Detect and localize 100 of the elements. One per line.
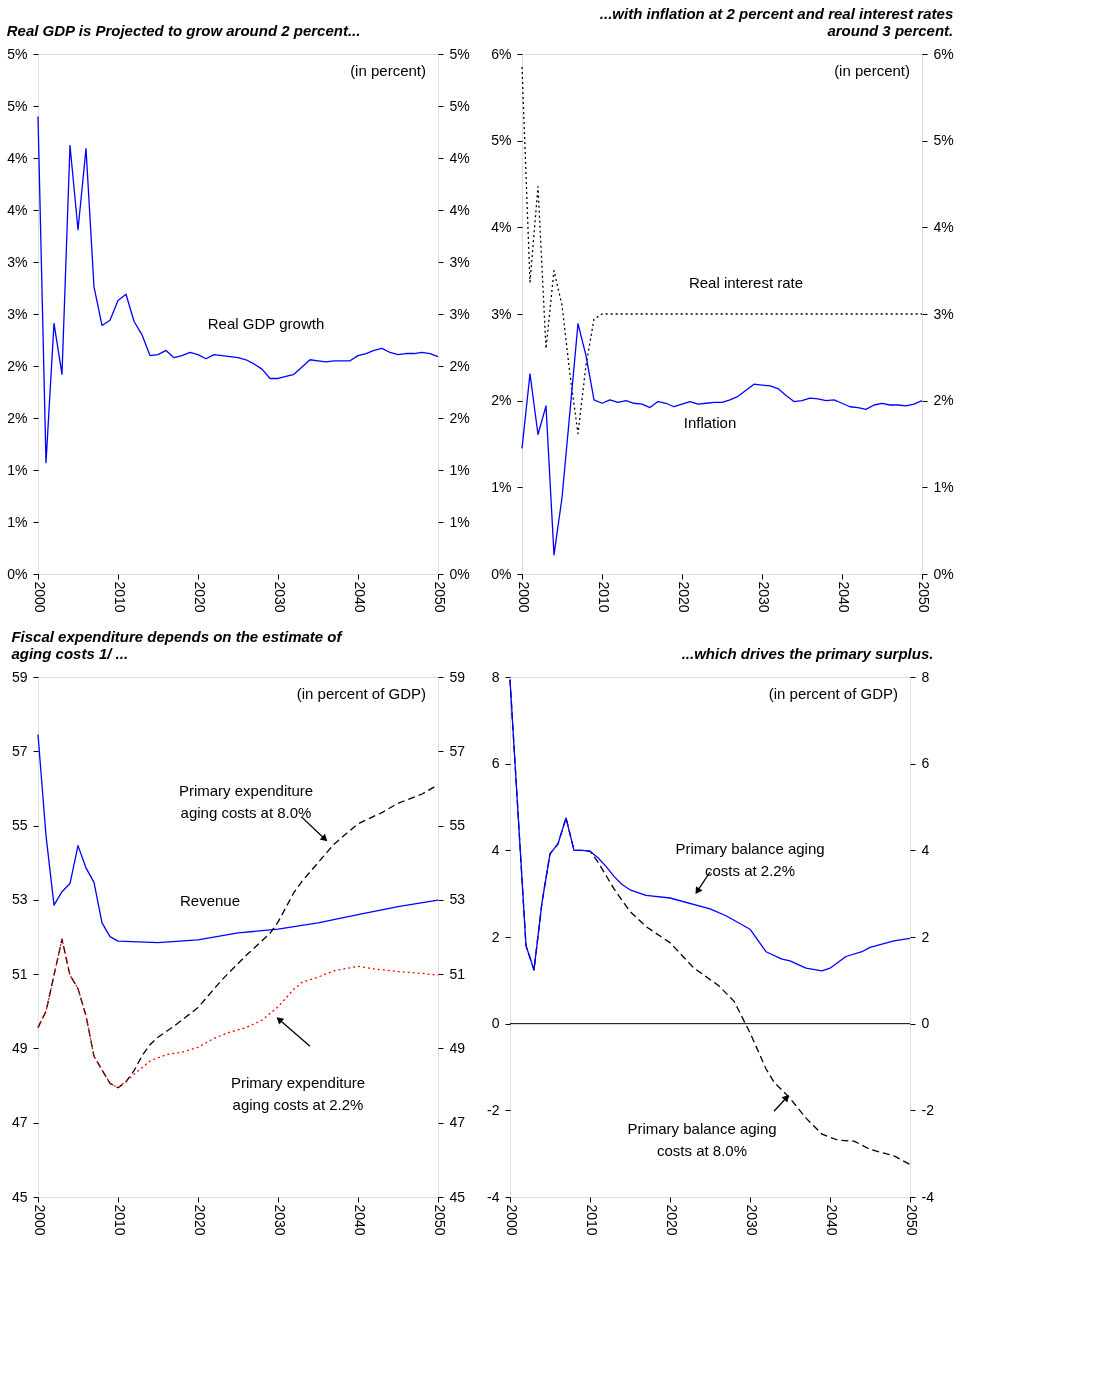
y2-tick-label: 6 <box>921 755 930 772</box>
y2-tick-label: 8 <box>921 668 930 685</box>
y2-tick-label: 53 <box>449 891 466 908</box>
y2-tick-label: 5% <box>449 97 470 114</box>
y2-tick-label: 1% <box>449 513 470 530</box>
x-tick-label: 2030 <box>271 1204 288 1236</box>
y-tick-label: 3% <box>491 305 512 322</box>
y-tick-label: 5% <box>7 45 28 62</box>
y-tick-label: 6 <box>491 755 500 772</box>
x-tick-label: 2050 <box>431 581 448 613</box>
annotation: (in percent of GDP) <box>296 685 426 702</box>
y-tick-label: 0% <box>7 565 28 582</box>
x-tick-label: 2050 <box>903 1204 920 1236</box>
y-tick-label: 1% <box>7 513 28 530</box>
x-tick-label: 2010 <box>111 581 128 613</box>
y-tick-label: 2% <box>7 357 28 374</box>
y-tick-label: 4% <box>7 149 28 166</box>
chart-title: ...with inflation at 2 percent and real interest rates around 3 percent. <box>599 5 954 39</box>
y-tick-label: 0 <box>491 1015 500 1032</box>
chart-title: Real GDP is Projected to grow around 2 percent... <box>6 22 361 39</box>
y2-tick-label: 4 <box>921 841 930 858</box>
y2-tick-label: 1% <box>449 461 470 478</box>
x-tick-label: 2040 <box>351 1204 368 1236</box>
annotation: (in percent) <box>350 62 426 79</box>
legend-label: Primary balance aging costs at 8.0% <box>627 1120 777 1160</box>
y2-tick-label: 2% <box>449 357 470 374</box>
y2-tick-label: 55 <box>449 817 466 834</box>
y-tick-label: 3% <box>7 305 28 322</box>
y-tick-label: 0% <box>491 565 512 582</box>
x-tick-label: 2040 <box>351 581 368 613</box>
y-tick-label: 6% <box>491 45 512 62</box>
y-tick-label: -4 <box>487 1188 500 1205</box>
y2-tick-label: 5% <box>933 132 954 149</box>
x-tick-label: 2020 <box>675 581 692 613</box>
annotation: (in percent of GDP) <box>768 685 898 702</box>
x-tick-label: 2000 <box>515 581 532 613</box>
y-tick-label: 53 <box>11 891 28 908</box>
chart-title: Fiscal expenditure depends on the estimate of aging costs 1/ ... <box>11 628 344 662</box>
y2-tick-label: 4% <box>933 218 954 235</box>
series-label: Inflation <box>683 414 737 432</box>
y2-tick-label: 5% <box>449 45 470 62</box>
y2-tick-label: 3% <box>449 305 470 322</box>
y-tick-label: 45 <box>11 1188 28 1205</box>
x-tick-label: 2040 <box>823 1204 840 1236</box>
y2-tick-label: 0 <box>921 1015 930 1032</box>
y2-tick-label: 6% <box>933 45 954 62</box>
y-tick-label: 2 <box>491 928 500 945</box>
y2-tick-label: 47 <box>449 1114 466 1131</box>
x-tick-label: 2020 <box>663 1204 680 1236</box>
x-tick-label: 2010 <box>595 581 612 613</box>
text: Primary expenditure aging costs at 8.0% <box>178 782 314 822</box>
x-tick-label: 2020 <box>191 1204 208 1236</box>
y2-tick-label: 3% <box>449 253 470 270</box>
x-tick-label: 2040 <box>835 581 852 613</box>
y2-tick-label: 0% <box>933 565 954 582</box>
y-tick-label: 55 <box>11 817 28 834</box>
y-tick-label: 1% <box>7 461 28 478</box>
y-tick-label: -2 <box>487 1101 500 1118</box>
series-label: Primary balance aging costs at 2.2% <box>675 839 825 879</box>
x-tick-label: 2010 <box>111 1204 128 1236</box>
y-tick-label: 2% <box>7 409 28 426</box>
y2-tick-label: 4% <box>449 201 470 218</box>
chart-title: ...which drives the primary surplus. <box>681 645 934 662</box>
y2-tick-label: -4 <box>921 1188 935 1205</box>
x-tick-label: 2050 <box>915 581 932 613</box>
x-tick-label: 2020 <box>191 581 208 613</box>
text: Primary expenditure aging costs at 2.2% <box>230 1073 366 1113</box>
y2-tick-label: 4% <box>449 149 470 166</box>
y-tick-label: 4% <box>491 218 512 235</box>
y-tick-label: 3% <box>7 253 28 270</box>
y2-tick-label: 59 <box>449 668 466 685</box>
y-tick-label: 49 <box>11 1039 28 1056</box>
y-tick-label: 1% <box>491 478 512 495</box>
x-tick-label: 2050 <box>431 1204 448 1236</box>
series-label: Revenue <box>179 891 241 909</box>
y2-tick-label: 45 <box>449 1188 466 1205</box>
x-tick-label: 2000 <box>503 1204 520 1236</box>
y-tick-label: 5% <box>7 97 28 114</box>
y-tick-label: 51 <box>11 965 28 982</box>
y-tick-label: 47 <box>11 1114 28 1131</box>
y2-tick-label: 3% <box>933 305 954 322</box>
x-tick-label: 2010 <box>583 1204 600 1236</box>
y2-tick-label: 0% <box>449 565 470 582</box>
y2-tick-label: 51 <box>449 965 466 982</box>
y-tick-label: 2% <box>491 392 512 409</box>
y2-tick-label: 2% <box>933 392 954 409</box>
y2-tick-label: 49 <box>449 1039 466 1056</box>
series-label: Real GDP growth <box>207 315 325 333</box>
x-tick-label: 2030 <box>271 581 288 613</box>
y2-tick-label: 1% <box>933 478 954 495</box>
y-tick-label: 59 <box>11 668 28 685</box>
x-tick-label: 2000 <box>31 1204 48 1236</box>
x-tick-label: 2030 <box>755 581 772 613</box>
y2-tick-label: 2 <box>921 928 930 945</box>
x-tick-label: 2030 <box>743 1204 760 1236</box>
y2-tick-label: 57 <box>449 742 466 759</box>
y-tick-label: 4 <box>491 841 500 858</box>
series-label: Real interest rate <box>688 273 804 291</box>
y-tick-label: 5% <box>491 132 512 149</box>
y-tick-label: 4% <box>7 201 28 218</box>
